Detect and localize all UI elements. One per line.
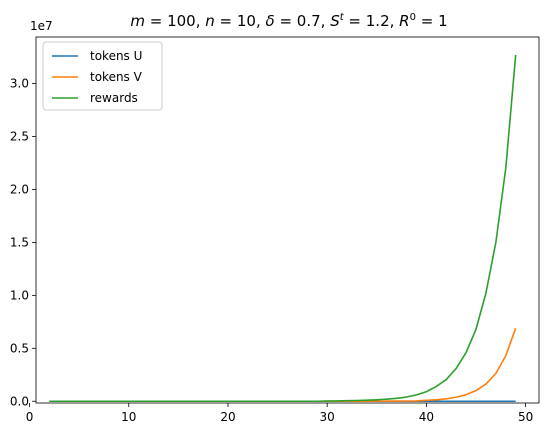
legend-label: tokens V	[90, 70, 143, 84]
chart-title: m = 100, n = 10, δ = 0.7, St = 1.2, R0 =…	[130, 12, 447, 30]
series-layer	[49, 54, 517, 403]
x-tick-label: 0	[26, 410, 34, 424]
x-tick-label: 20	[220, 410, 235, 424]
y-tick-label: 3.0	[10, 77, 29, 91]
y-tick-label: 1.5	[10, 235, 29, 249]
series-line-rewards	[49, 54, 517, 403]
x-axis: 0 10 20 30 40 50	[26, 403, 533, 424]
legend-label: rewards	[90, 91, 138, 105]
x-tick-label: 10	[121, 410, 136, 424]
legend-label: tokens U	[90, 49, 142, 63]
y-axis: 0.0 0.5 1.0 1.5 2.0 2.5 3.0	[10, 77, 36, 408]
y-tick-label: 1.0	[10, 288, 29, 302]
x-tick-label: 50	[518, 410, 533, 424]
y-tick-label: 0.5	[10, 341, 29, 355]
plot-frame	[35, 36, 540, 404]
y-tick-label: 2.0	[10, 182, 29, 196]
x-tick-label: 30	[320, 410, 335, 424]
y-tick-label: 0.0	[10, 394, 29, 408]
legend-box	[42, 41, 163, 111]
y-tick-label: 2.5	[10, 130, 29, 144]
legend: tokens U tokens V rewards	[42, 41, 163, 111]
y-offset-label: 1e7	[30, 19, 53, 33]
x-tick-label: 40	[419, 410, 434, 424]
